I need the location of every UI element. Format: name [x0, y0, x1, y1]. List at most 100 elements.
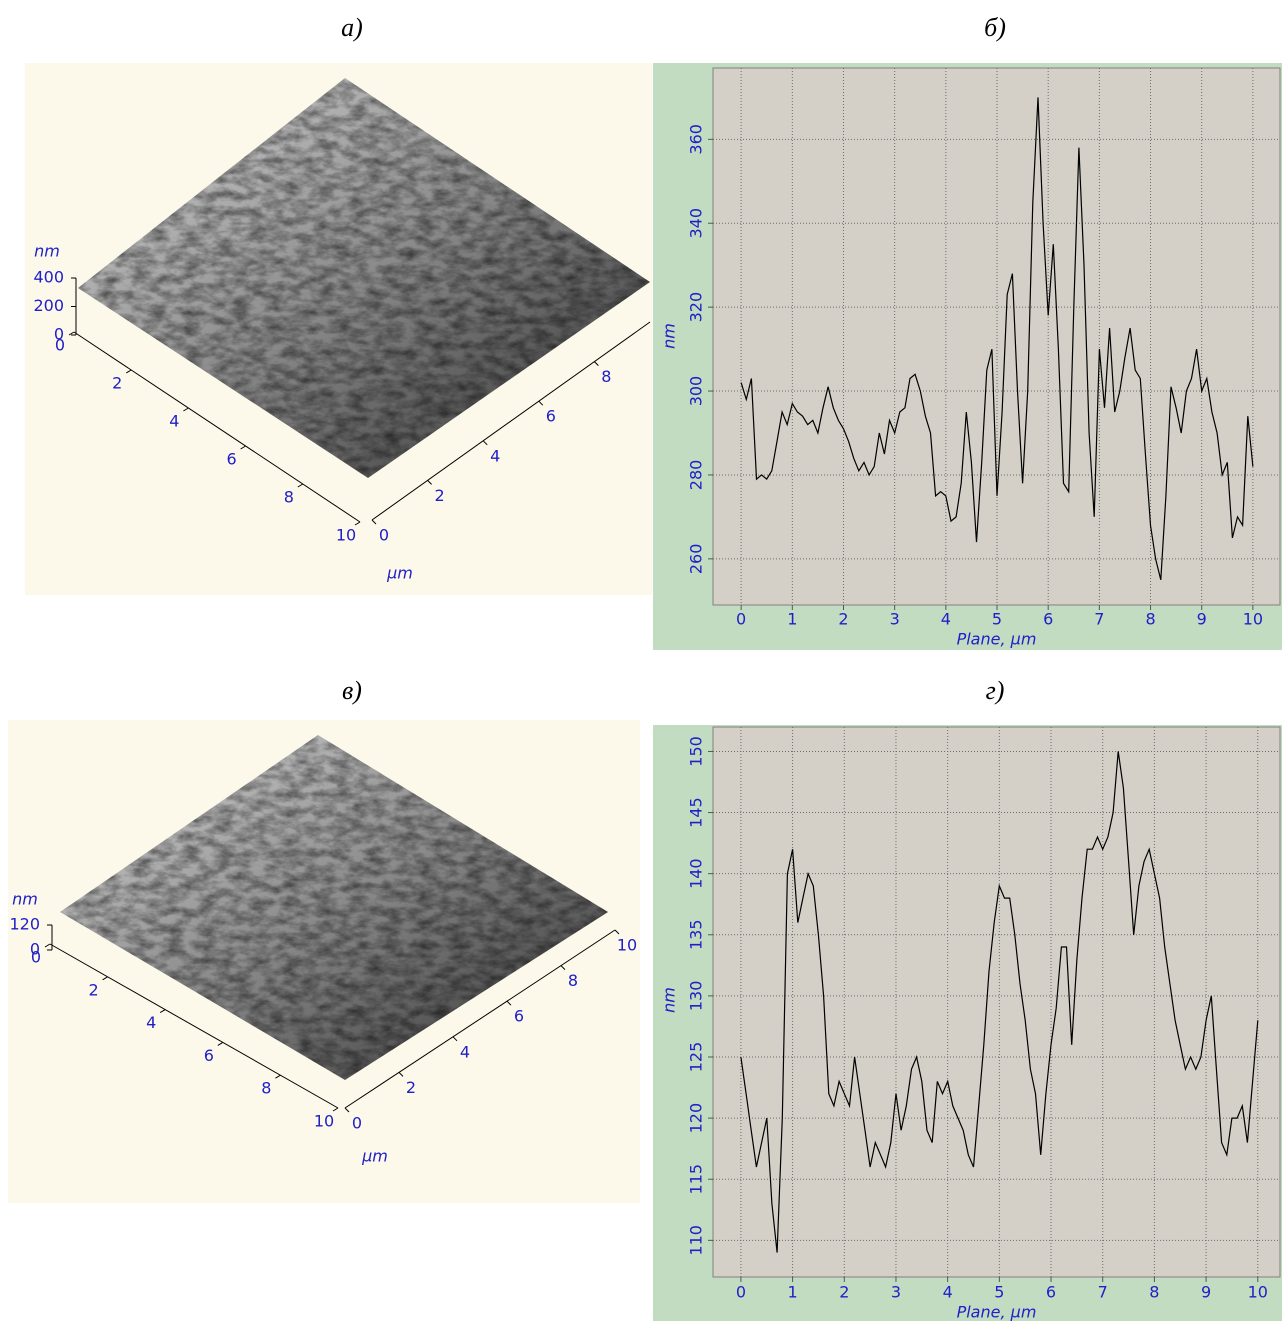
x-tick-label: 7: [1098, 1283, 1108, 1302]
x-tick-label: 6: [204, 1046, 214, 1065]
panel-label: б): [984, 13, 1006, 42]
x-tick: [102, 976, 108, 981]
x-tick-label: 1: [787, 610, 797, 629]
y-tick: [344, 1107, 350, 1113]
x-tick-label: 4: [941, 610, 951, 629]
y-tick: [538, 400, 544, 406]
y-axis: [344, 929, 616, 1109]
x-tick-label: 10: [336, 526, 356, 545]
x-tick-label: 6: [1043, 610, 1053, 629]
x-tick-label: 5: [992, 610, 1002, 629]
y-tick-label: 4: [460, 1042, 470, 1061]
x-tick-label: 4: [146, 1013, 156, 1032]
y-tick-label: 8: [568, 971, 578, 990]
x-tick-label: 2: [89, 980, 99, 999]
x-tick: [297, 483, 304, 488]
x-tick-label: 6: [1046, 1283, 1056, 1302]
x-tick: [217, 1041, 224, 1046]
x-axis: [73, 331, 361, 523]
x-tick: [125, 369, 132, 374]
y-tick-label: 120: [687, 1103, 706, 1134]
z-tick-label: 0: [54, 325, 64, 344]
y-tick-label: 150: [687, 736, 706, 767]
surface-texture: [60, 735, 608, 1080]
y-tick: [427, 480, 432, 485]
y-tick-label: 110: [687, 1225, 706, 1256]
y-tick: [398, 1072, 404, 1077]
x-tick-label: 0: [736, 1283, 746, 1302]
x-tick-label: 10: [1243, 610, 1263, 629]
x-axis: [49, 943, 339, 1109]
y-tick-label: 4: [490, 446, 500, 465]
x-tick-label: 4: [943, 1283, 953, 1302]
y-tick: [482, 440, 488, 446]
x-tick-label: 2: [838, 610, 848, 629]
x-tick-label: 2: [839, 1283, 849, 1302]
x-axis-label: µm: [361, 1147, 388, 1166]
y-tick-label: 300: [687, 376, 706, 407]
x-tick-label: 2: [112, 374, 122, 393]
x-tick-label: 0: [31, 948, 41, 967]
y-tick-label: 340: [687, 208, 706, 239]
z-tick-label: 120: [9, 915, 40, 934]
x-tick-label: 8: [1145, 610, 1155, 629]
x-tick-label: 8: [1149, 1283, 1159, 1302]
x-tick-label: 8: [261, 1079, 271, 1098]
x-tick-label: 9: [1201, 1283, 1211, 1302]
x-tick: [275, 1074, 281, 1079]
x-tick: [240, 445, 246, 450]
y-tick-label: 360: [687, 124, 706, 155]
y-tick: [594, 361, 599, 366]
y-tick-label: 115: [687, 1164, 706, 1195]
panel-label: г): [986, 676, 1005, 705]
y-tick-label: 8: [601, 367, 611, 386]
x-tick-label: 7: [1094, 610, 1104, 629]
x-tick-label: 5: [994, 1283, 1004, 1302]
x-tick-label: 3: [890, 610, 900, 629]
x-tick-label: 4: [169, 412, 179, 431]
z-axis-label: nm: [12, 890, 38, 909]
x-tick: [159, 1009, 166, 1014]
x-tick: [183, 407, 189, 412]
x-tick: [68, 331, 75, 336]
y-tick: [371, 519, 377, 525]
z-tick-label: 0: [30, 940, 40, 959]
y-tick-label: 130: [687, 981, 706, 1012]
x-tick-label: 10: [1248, 1283, 1268, 1302]
x-tick-label: 6: [227, 450, 237, 469]
y-tick-label: 2: [406, 1078, 416, 1097]
x-tick: [332, 1107, 339, 1112]
plot-area: [712, 67, 1281, 606]
y-axis-label: nm: [660, 987, 679, 1013]
profile-line: [740, 751, 1259, 1253]
panel-label: а): [341, 13, 363, 42]
z-axis-label: nm: [34, 242, 60, 261]
x-tick-label: 10: [314, 1112, 334, 1131]
z-tick-label: 200: [33, 296, 64, 315]
z-tick-label: 400: [33, 268, 64, 287]
surface-texture: [78, 78, 650, 478]
y-axis-label: nm: [660, 323, 679, 349]
y-tick-label: 10: [617, 936, 637, 955]
y-tick-label: 280: [687, 460, 706, 491]
plot-area: [712, 726, 1281, 1278]
y-tick-label: 2: [435, 486, 445, 505]
x-tick-label: 9: [1197, 610, 1207, 629]
x-axis-label: µm: [386, 564, 413, 583]
y-tick: [560, 965, 566, 970]
x-axis-label: Plane, µm: [957, 630, 1037, 649]
x-tick-label: 8: [284, 488, 294, 507]
x-tick-label: 3: [891, 1283, 901, 1302]
y-tick-label: 135: [687, 920, 706, 951]
y-axis: [371, 321, 651, 521]
y-tick-label: 6: [546, 407, 556, 426]
y-tick-label: 0: [379, 526, 389, 545]
x-axis-label: Plane, µm: [957, 1303, 1037, 1321]
y-tick: [614, 929, 620, 935]
x-tick-label: 0: [55, 336, 65, 355]
profile-line: [740, 97, 1254, 580]
y-tick-label: 320: [687, 292, 706, 323]
x-tick-label: 0: [736, 610, 746, 629]
y-tick-label: 6: [514, 1007, 524, 1026]
